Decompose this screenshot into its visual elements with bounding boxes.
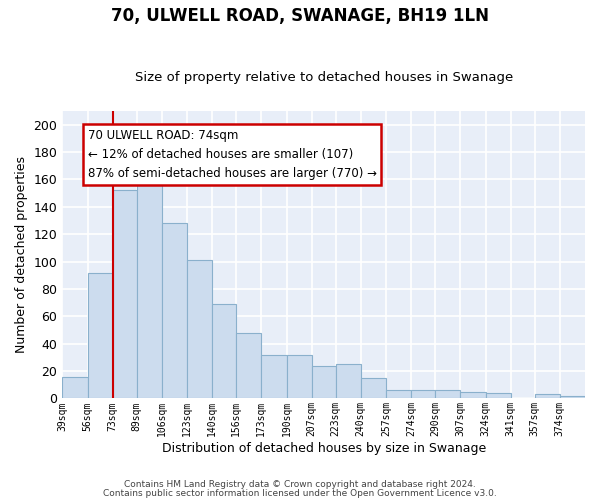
Bar <box>411 390 435 398</box>
Bar <box>485 393 511 398</box>
Bar <box>236 332 261 398</box>
Bar <box>560 396 585 398</box>
Text: Contains public sector information licensed under the Open Government Licence v3: Contains public sector information licen… <box>103 488 497 498</box>
Bar <box>335 364 361 398</box>
Text: 70, ULWELL ROAD, SWANAGE, BH19 1LN: 70, ULWELL ROAD, SWANAGE, BH19 1LN <box>111 8 489 26</box>
Title: Size of property relative to detached houses in Swanage: Size of property relative to detached ho… <box>134 70 513 84</box>
Bar <box>386 390 411 398</box>
Bar <box>460 392 485 398</box>
Bar <box>88 272 113 398</box>
Text: Contains HM Land Registry data © Crown copyright and database right 2024.: Contains HM Land Registry data © Crown c… <box>124 480 476 489</box>
Y-axis label: Number of detached properties: Number of detached properties <box>15 156 28 353</box>
Bar <box>62 376 88 398</box>
Text: 70 ULWELL ROAD: 74sqm
← 12% of detached houses are smaller (107)
87% of semi-det: 70 ULWELL ROAD: 74sqm ← 12% of detached … <box>88 129 377 180</box>
Bar <box>261 354 287 399</box>
Bar <box>212 304 236 398</box>
Bar <box>535 394 560 398</box>
Bar <box>312 366 335 398</box>
X-axis label: Distribution of detached houses by size in Swanage: Distribution of detached houses by size … <box>161 442 486 455</box>
Bar <box>187 260 212 398</box>
Bar <box>435 390 460 398</box>
Bar <box>113 190 137 398</box>
Bar <box>162 224 187 398</box>
Bar <box>137 172 162 398</box>
Bar <box>287 354 312 399</box>
Bar <box>361 378 386 398</box>
